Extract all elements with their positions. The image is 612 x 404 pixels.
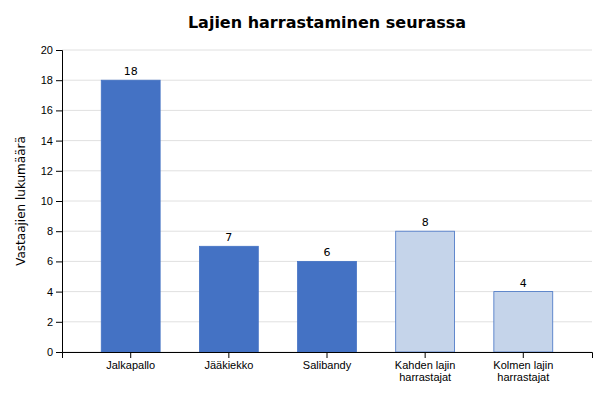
tick-label-line: Jääkiekko xyxy=(204,359,253,371)
tick-label-line: Kahden lajin xyxy=(395,359,456,371)
tick: 10 xyxy=(41,195,62,207)
tick-mark xyxy=(56,352,62,353)
bar xyxy=(494,292,553,352)
tick-label-line: harrastajat xyxy=(497,371,549,383)
y-axis-title: Vastaajien lukumäärä xyxy=(14,136,28,266)
tick: Jääkiekko xyxy=(204,352,253,371)
tick-label-line: Salibandy xyxy=(303,359,352,371)
tick: 20 xyxy=(41,44,62,56)
tick: 0 xyxy=(47,346,62,358)
tick-mark xyxy=(56,231,62,232)
x-axis: Jalkapallo Jääkiekko Salibandy Kahden lajin… xyxy=(63,352,593,383)
tick: 6 xyxy=(47,255,62,267)
data-labels: 18 7 6 8 4 xyxy=(124,65,527,289)
bar xyxy=(101,80,160,352)
plot: 0 2 4 6 8 10 12 14 16 18 20 Jalkapallo Jääkiekko Sali… xyxy=(41,44,593,383)
tick-mark xyxy=(56,261,62,262)
tick-mark xyxy=(56,80,62,81)
tick-mark xyxy=(228,352,229,358)
tick-label: 20 xyxy=(41,44,53,56)
tick-label: Salibandy xyxy=(303,359,352,371)
tick: 14 xyxy=(41,135,62,147)
tick-label: 6 xyxy=(47,255,53,267)
tick-label: Kolmen lajinharrastajat xyxy=(493,359,553,384)
tick-mark xyxy=(56,322,62,323)
axis-line xyxy=(63,353,593,359)
tick-label: Kahden lajinharrastajat xyxy=(395,359,456,384)
bar xyxy=(298,261,357,352)
tick-label: 2 xyxy=(47,316,53,328)
grid xyxy=(62,50,592,352)
axis-line xyxy=(56,51,63,353)
tick-label: 10 xyxy=(41,195,53,207)
tick: Jalkapallo xyxy=(106,352,155,371)
tick-label: 14 xyxy=(41,135,53,147)
tick: 12 xyxy=(41,165,62,177)
y-axis: 0 2 4 6 8 10 12 14 16 18 20 xyxy=(41,44,63,358)
tick-label: 16 xyxy=(41,104,53,116)
tick: 2 xyxy=(47,316,62,328)
tick-label-line: Jalkapallo xyxy=(106,359,155,371)
tick-mark xyxy=(56,141,62,142)
tick-mark xyxy=(56,110,62,111)
tick: Kahden lajinharrastajat xyxy=(395,352,456,383)
data-label: 8 xyxy=(422,216,429,229)
tick-mark xyxy=(56,292,62,293)
tick-mark xyxy=(56,201,62,202)
tick-label: 12 xyxy=(41,165,53,177)
grid-line xyxy=(62,50,592,51)
data-label: 6 xyxy=(324,246,331,259)
tick: 4 xyxy=(47,286,62,298)
data-label: 4 xyxy=(520,277,527,290)
tick: 8 xyxy=(47,225,62,237)
tick-mark xyxy=(56,171,62,172)
tick-label-line: harrastajat xyxy=(399,371,451,383)
tick-mark xyxy=(425,352,426,358)
chart: 0 2 4 6 8 10 12 14 16 18 20 Jalkapallo Jääkiekko Sali… xyxy=(0,0,612,404)
tick: 16 xyxy=(41,104,62,116)
tick-label: 4 xyxy=(47,286,53,298)
tick-label: 18 xyxy=(41,74,53,86)
tick: Salibandy xyxy=(303,352,352,371)
tick-label: Jääkiekko xyxy=(204,359,253,371)
bar xyxy=(396,231,455,352)
data-label: 18 xyxy=(124,65,138,78)
tick: 18 xyxy=(41,74,62,86)
data-label: 7 xyxy=(225,231,232,244)
tick-label: 8 xyxy=(47,225,53,237)
tick-label: Jalkapallo xyxy=(106,359,155,371)
title: Lajien harrastaminen seurassa xyxy=(188,13,466,32)
tick-label: 0 xyxy=(47,346,53,358)
tick: Kolmen lajinharrastajat xyxy=(493,352,553,383)
tick-mark xyxy=(130,352,131,358)
tick-mark xyxy=(327,352,328,358)
bars xyxy=(101,80,552,352)
bar xyxy=(199,246,258,352)
tick-mark xyxy=(523,352,524,358)
tick-label-line: Kolmen lajin xyxy=(493,359,553,371)
tick-mark xyxy=(56,50,62,51)
